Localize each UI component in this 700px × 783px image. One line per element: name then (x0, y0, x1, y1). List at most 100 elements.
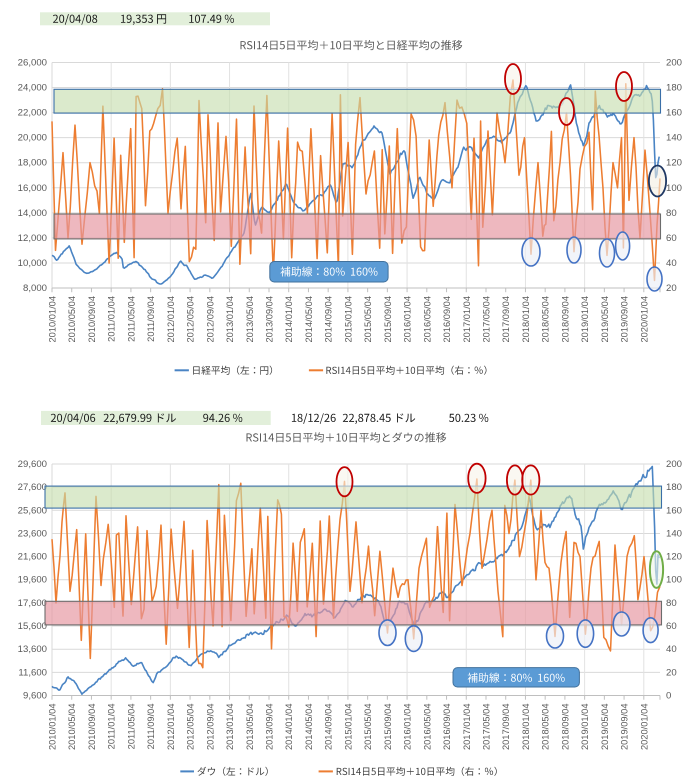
svg-text:2020/01/04: 2020/01/04 (639, 704, 649, 751)
svg-text:2012/05/04: 2012/05/04 (186, 704, 196, 751)
svg-text:2010/09/04: 2010/09/04 (87, 704, 97, 751)
svg-text:2019/09/04: 2019/09/04 (620, 704, 630, 751)
svg-text:2011/05/04: 2011/05/04 (126, 296, 136, 342)
svg-text:2017/01/04: 2017/01/04 (462, 704, 472, 751)
svg-text:80: 80 (666, 598, 677, 609)
svg-text:2018/09/04: 2018/09/04 (560, 704, 570, 751)
svg-text:2019/01/04: 2019/01/04 (580, 296, 590, 343)
svg-text:2016/09/04: 2016/09/04 (442, 296, 452, 343)
svg-text:2018/05/04: 2018/05/04 (541, 296, 551, 343)
svg-text:2018/01/04: 2018/01/04 (521, 704, 531, 751)
svg-text:2019/01/04: 2019/01/04 (580, 704, 590, 751)
svg-text:2015/01/04: 2015/01/04 (343, 296, 353, 343)
svg-text:2011/05/04: 2011/05/04 (126, 704, 136, 750)
svg-text:2010/05/04: 2010/05/04 (67, 296, 77, 343)
svg-text:140: 140 (666, 133, 682, 144)
svg-text:2016/09/04: 2016/09/04 (442, 704, 452, 751)
svg-text:40: 40 (666, 644, 677, 655)
svg-text:2016/01/04: 2016/01/04 (403, 296, 413, 343)
svg-text:2010/01/04: 2010/01/04 (48, 296, 58, 343)
svg-text:0: 0 (666, 691, 671, 702)
svg-text:2012/09/04: 2012/09/04 (205, 704, 215, 751)
svg-text:60: 60 (666, 233, 677, 244)
svg-text:2016/01/04: 2016/01/04 (403, 704, 413, 751)
svg-text:2018/05/04: 2018/05/04 (541, 704, 551, 751)
svg-text:2014/05/04: 2014/05/04 (304, 704, 314, 751)
svg-text:2015/05/04: 2015/05/04 (363, 296, 373, 343)
svg-text:23,600: 23,600 (18, 529, 47, 540)
svg-text:2012/01/04: 2012/01/04 (166, 296, 176, 343)
svg-text:2018/09/04: 2018/09/04 (560, 296, 570, 343)
svg-text:2017/05/04: 2017/05/04 (481, 704, 491, 751)
svg-text:26,000: 26,000 (18, 58, 47, 69)
svg-text:2010/05/04: 2010/05/04 (67, 704, 77, 751)
svg-text:2017/09/04: 2017/09/04 (501, 296, 511, 343)
svg-text:180: 180 (666, 482, 682, 493)
svg-text:10,000: 10,000 (18, 258, 47, 269)
svg-text:160: 160 (666, 505, 682, 516)
svg-text:20: 20 (666, 283, 677, 294)
svg-text:2012/09/04: 2012/09/04 (205, 296, 215, 343)
svg-text:100: 100 (666, 575, 682, 586)
svg-text:2017/01/04: 2017/01/04 (462, 296, 472, 343)
svg-text:120: 120 (666, 158, 682, 169)
svg-text:2017/09/04: 2017/09/04 (501, 704, 511, 751)
svg-text:2014/01/04: 2014/01/04 (284, 704, 294, 751)
svg-text:9,600: 9,600 (23, 691, 47, 702)
svg-text:14,000: 14,000 (18, 208, 47, 219)
svg-text:17,600: 17,600 (18, 598, 47, 609)
svg-text:2019/05/04: 2019/05/04 (600, 704, 610, 751)
svg-text:25,600: 25,600 (18, 505, 47, 516)
svg-text:200: 200 (666, 459, 682, 470)
svg-text:2012/05/04: 2012/05/04 (186, 296, 196, 343)
svg-text:2016/05/04: 2016/05/04 (422, 704, 432, 751)
svg-text:40: 40 (666, 258, 677, 269)
svg-text:2011/09/04: 2011/09/04 (146, 704, 156, 750)
svg-text:2020/01/04: 2020/01/04 (639, 296, 649, 343)
svg-text:20: 20 (666, 667, 677, 678)
svg-text:16,000: 16,000 (18, 183, 47, 194)
svg-text:2011/01/04: 2011/01/04 (107, 296, 117, 342)
svg-text:27,600: 27,600 (18, 482, 47, 493)
svg-text:2014/01/04: 2014/01/04 (284, 296, 294, 343)
svg-text:20,000: 20,000 (18, 133, 47, 144)
svg-text:2014/05/04: 2014/05/04 (304, 296, 314, 343)
svg-text:2015/09/04: 2015/09/04 (383, 704, 393, 751)
svg-text:15,600: 15,600 (18, 621, 47, 632)
svg-text:2014/09/04: 2014/09/04 (324, 704, 334, 751)
svg-text:13,600: 13,600 (18, 644, 47, 655)
svg-text:2015/01/04: 2015/01/04 (343, 704, 353, 751)
svg-text:11,600: 11,600 (18, 667, 47, 678)
svg-text:8,000: 8,000 (23, 283, 47, 294)
svg-text:29,600: 29,600 (18, 459, 47, 470)
svg-text:140: 140 (666, 529, 682, 540)
svg-text:2010/01/04: 2010/01/04 (48, 704, 58, 751)
svg-text:2011/09/04: 2011/09/04 (146, 296, 156, 342)
svg-text:21,600: 21,600 (18, 552, 47, 563)
svg-text:80: 80 (666, 208, 677, 219)
svg-text:2013/09/04: 2013/09/04 (265, 704, 275, 751)
svg-text:2014/09/04: 2014/09/04 (324, 296, 334, 343)
svg-text:160: 160 (666, 108, 682, 119)
svg-text:2015/05/04: 2015/05/04 (363, 704, 373, 751)
svg-text:24,000: 24,000 (18, 83, 47, 94)
svg-text:2016/05/04: 2016/05/04 (422, 296, 432, 343)
svg-text:2011/01/04: 2011/01/04 (107, 704, 117, 750)
svg-text:200: 200 (666, 58, 682, 69)
svg-text:19,600: 19,600 (18, 575, 47, 586)
svg-text:2017/05/04: 2017/05/04 (481, 296, 491, 343)
svg-text:2019/05/04: 2019/05/04 (600, 296, 610, 343)
svg-text:2013/05/04: 2013/05/04 (245, 704, 255, 751)
svg-text:2010/09/04: 2010/09/04 (87, 296, 97, 343)
svg-text:2012/01/04: 2012/01/04 (166, 704, 176, 751)
svg-text:100: 100 (666, 183, 682, 194)
svg-text:2013/01/04: 2013/01/04 (225, 296, 235, 343)
svg-text:180: 180 (666, 83, 682, 94)
svg-text:2013/09/04: 2013/09/04 (265, 296, 275, 343)
svg-text:2013/01/04: 2013/01/04 (225, 704, 235, 751)
svg-text:2019/09/04: 2019/09/04 (620, 296, 630, 343)
svg-text:120: 120 (666, 552, 682, 563)
svg-text:60: 60 (666, 621, 677, 632)
svg-text:22,000: 22,000 (18, 108, 47, 119)
svg-text:18,000: 18,000 (18, 158, 47, 169)
